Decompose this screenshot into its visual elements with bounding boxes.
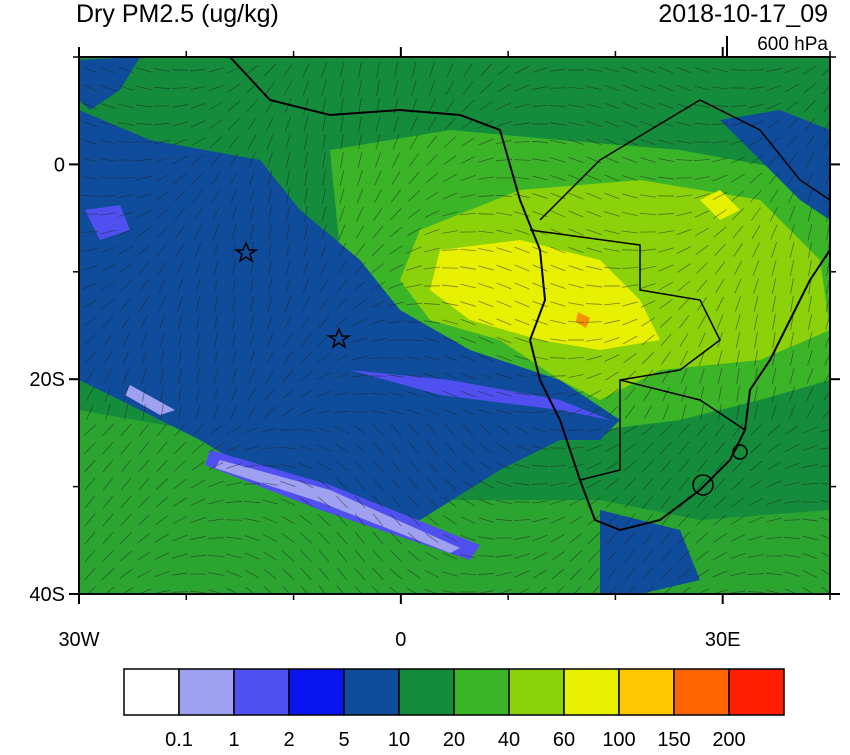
colorbar-label: 60 [553,729,575,750]
title: Dry PM2.5 (ug/kg) [76,0,279,28]
lat-label: 20S [29,369,65,391]
colorbar-label: 5 [338,729,349,750]
lon-label: 0 [395,629,406,651]
colorbar-box [124,669,179,715]
colorbar-box [509,669,564,715]
level: 600 hPa [757,34,828,55]
date: 2018-10-17_09 [658,0,828,28]
colorbar-label: 150 [657,729,690,750]
colorbar-box [234,669,289,715]
lon-label: 30W [58,629,99,651]
colorbar-box [344,669,399,715]
colorbar-label: 1 [228,729,239,750]
colorbar: 0.1 1 2 5 10 20 40 60 100 150 200 [124,669,784,750]
colorbar-label: 0.1 [165,729,193,750]
colorbar-box [619,669,674,715]
colorbar-label: 100 [602,729,635,750]
colorbar-box [674,669,729,715]
lon-label: 30E [705,629,741,651]
colorbar-label: 2 [283,729,294,750]
colorbar-box [729,669,784,715]
wind-barb [820,466,836,467]
colorbar-label: 10 [388,729,410,750]
colorbar-label: 40 [498,729,520,750]
wind-barb [388,340,404,341]
colorbar-box [289,669,344,715]
wind-barb [514,502,530,503]
lat-label: 40S [29,584,65,606]
wind-barb [550,88,566,89]
colorbar-label: 200 [712,729,745,750]
colorbar-box [454,669,509,715]
map-field [79,57,836,598]
colorbar-box [179,669,234,715]
colorbar-box [564,669,619,715]
lat-label: 0 [54,154,65,176]
colorbar-box [399,669,454,715]
colorbar-label: 20 [443,729,465,750]
